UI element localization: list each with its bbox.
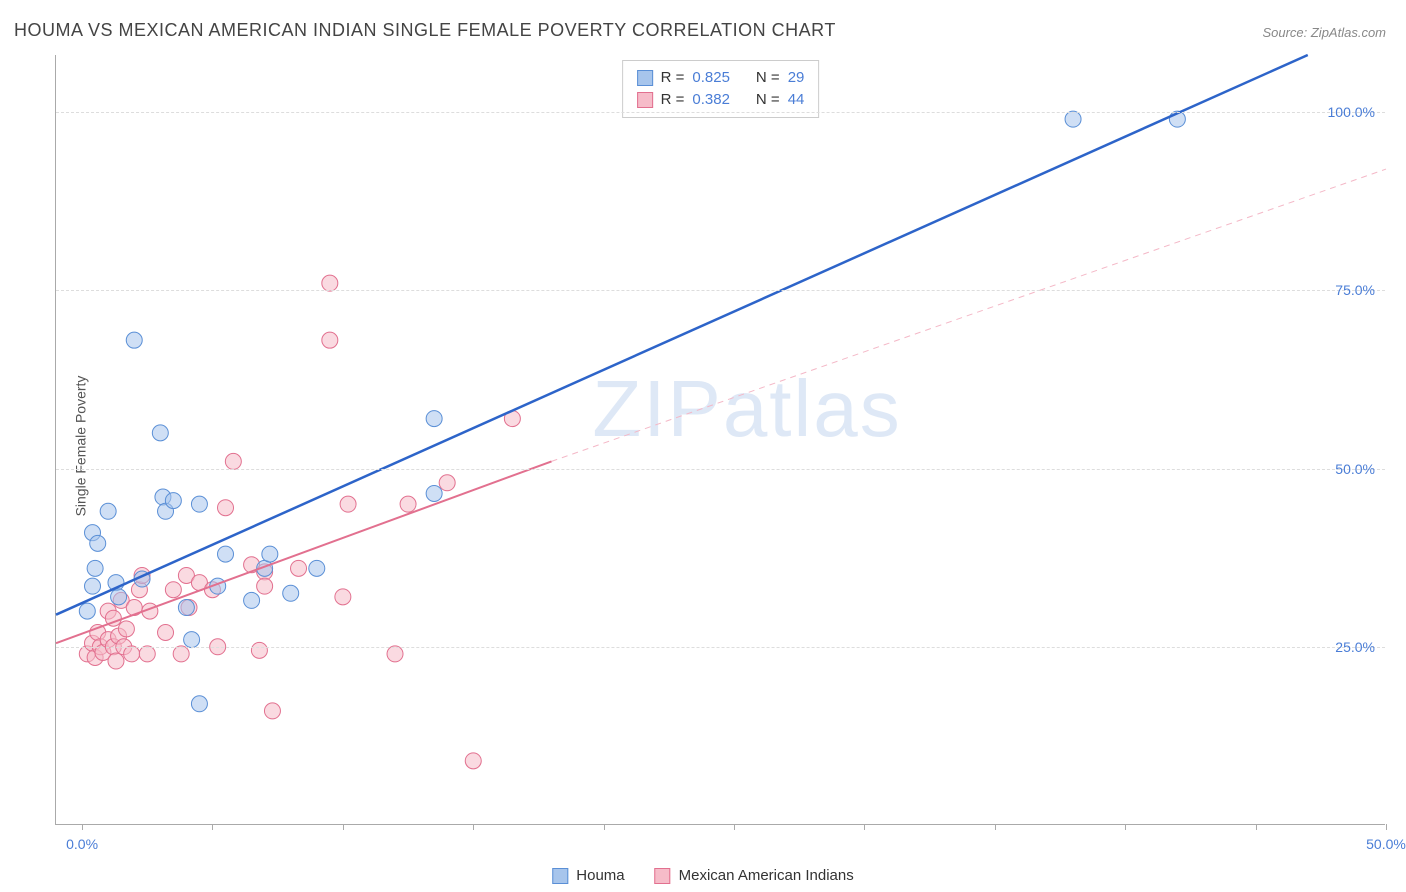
x-tick-label: 0.0%	[66, 836, 98, 852]
legend-bottom-mexican-label: Mexican American Indians	[679, 867, 854, 884]
legend-n-label-2: N =	[756, 89, 780, 111]
chart-title: HOUMA VS MEXICAN AMERICAN INDIAN SINGLE …	[14, 20, 836, 41]
legend-top: R = 0.825 N = 29 R = 0.382 N = 44	[622, 60, 820, 118]
swatch-mexican	[637, 92, 653, 108]
legend-houma-n: 29	[788, 67, 805, 89]
swatch-mexican-bottom	[655, 868, 671, 884]
legend-bottom: Houma Mexican American Indians	[552, 867, 853, 884]
y-tick-label: 100.0%	[1328, 104, 1375, 120]
y-tick-label: 50.0%	[1335, 461, 1375, 477]
y-tick-label: 75.0%	[1335, 282, 1375, 298]
swatch-houma	[637, 70, 653, 86]
legend-r-label: R =	[661, 67, 685, 89]
y-tick-label: 25.0%	[1335, 639, 1375, 655]
legend-bottom-houma: Houma	[552, 867, 624, 884]
legend-houma-r: 0.825	[692, 67, 730, 89]
legend-n-label: N =	[756, 67, 780, 89]
plot-area: ZIPatlas R = 0.825 N = 29 R = 0.382 N = …	[55, 55, 1385, 825]
swatch-houma-bottom	[552, 868, 568, 884]
chart-container: HOUMA VS MEXICAN AMERICAN INDIAN SINGLE …	[0, 0, 1406, 892]
legend-bottom-houma-label: Houma	[576, 867, 624, 884]
legend-bottom-mexican: Mexican American Indians	[655, 867, 854, 884]
legend-r-label-2: R =	[661, 89, 685, 111]
plot-svg	[56, 55, 1385, 824]
x-tick-label: 50.0%	[1366, 836, 1406, 852]
legend-mexican-r: 0.382	[692, 89, 730, 111]
legend-top-row-houma: R = 0.825 N = 29	[637, 67, 805, 89]
source-label: Source: ZipAtlas.com	[1262, 25, 1386, 40]
legend-top-row-mexican: R = 0.382 N = 44	[637, 89, 805, 111]
legend-mexican-n: 44	[788, 89, 805, 111]
